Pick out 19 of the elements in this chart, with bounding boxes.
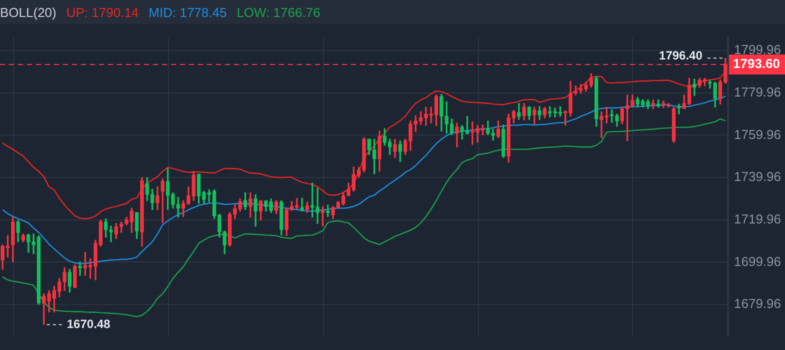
candlestick [662, 100, 666, 108]
annotation: 1670.48 [66, 316, 111, 331]
candlestick [300, 198, 304, 212]
candlestick [78, 261, 82, 276]
y-tick-label: 1699.96 [734, 254, 781, 269]
text: MID: 1778.45 [148, 4, 227, 20]
y-tick-label: 1799.96 [734, 42, 781, 58]
y-tick-label: 1759.96 [734, 126, 781, 142]
y-tick-label: 1739.96 [734, 169, 781, 184]
chart-title: BOLL(20) [0, 4, 56, 20]
y-tick-label: 1679.96 [734, 296, 781, 312]
candlestick [692, 78, 696, 96]
text: UP: 1790.14 [66, 4, 139, 20]
y-tick-label: 1779.96 [734, 84, 781, 100]
text: LOW: 1766.76 [236, 4, 320, 20]
ref-line-label: 1793.60 [733, 56, 780, 72]
y-tick-label: 1719.96 [734, 211, 781, 226]
candlestick [109, 226, 113, 242]
annotation: 1796.40 [659, 48, 703, 62]
